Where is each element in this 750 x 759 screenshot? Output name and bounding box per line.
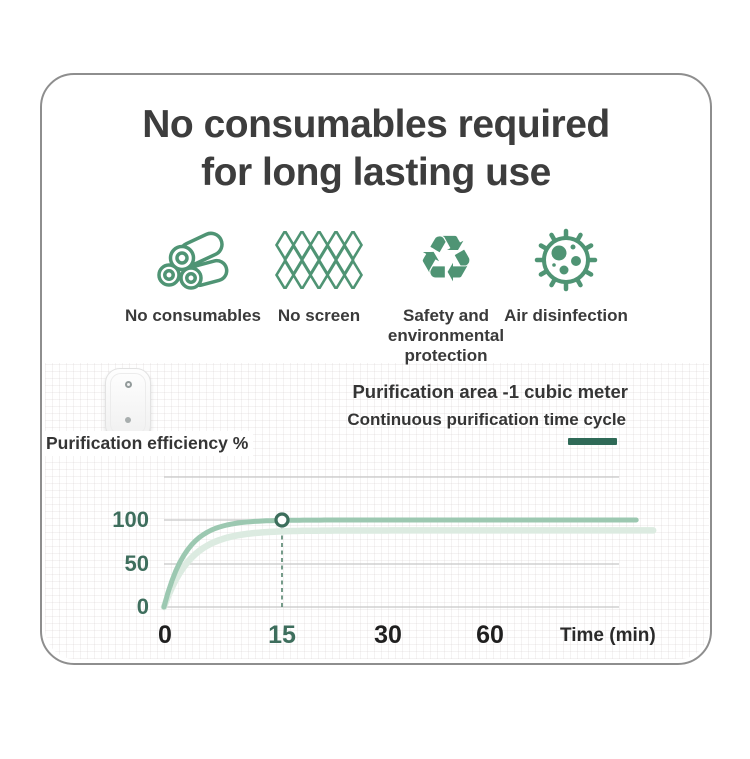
y-tick-50: 50	[125, 551, 149, 576]
device-indicator-icon	[125, 417, 131, 423]
device-button-icon	[124, 381, 132, 388]
mesh-screen-icon	[275, 223, 363, 297]
y-axis-title: Purification efficiency %	[44, 431, 254, 456]
air-purifier-device-image	[105, 368, 151, 440]
feature-air-disinfection: Air disinfection	[492, 223, 640, 326]
feature-no-consumables: No consumables	[117, 223, 269, 326]
title-line-2: for long lasting use	[201, 150, 551, 194]
feature-label: Safety and environmental protection	[387, 306, 505, 366]
efficiency-chart: 100 50 0 0 15 30 60 Time (min)	[112, 476, 657, 649]
feature-label: No screen	[277, 306, 361, 325]
feature-card: No consumables required for long lasting…	[40, 73, 712, 665]
recycle-icon: ♻	[417, 223, 475, 297]
x-tick-60: 60	[476, 621, 504, 649]
annotation-time-cycle: Continuous purification time cycle	[347, 410, 626, 429]
x-tick-15: 15	[268, 621, 296, 649]
main-efficiency-curve	[161, 517, 639, 610]
title-line-1: No consumables required	[142, 103, 610, 146]
feature-label: Air disinfection	[504, 306, 628, 325]
x-tick-0: 0	[158, 621, 172, 649]
feature-no-screen: No screen	[257, 223, 381, 326]
feature-label: No consumables	[124, 306, 262, 325]
graph-paper-texture	[45, 363, 709, 659]
legend-line-swatch	[568, 438, 617, 445]
page-title: No consumables required for long lasting…	[42, 101, 710, 196]
virus-icon	[531, 223, 601, 297]
feature-safety-environmental: ♻ Safety and environmental protection	[383, 223, 509, 366]
plateau-marker-point	[274, 512, 290, 528]
x-tick-30: 30	[374, 621, 402, 649]
filter-rolls-icon	[155, 223, 231, 297]
secondary-efficiency-curve	[160, 527, 657, 611]
y-tick-100: 100	[112, 507, 149, 532]
x-axis-title: Time (min)	[560, 625, 656, 646]
annotation-purification-area: Purification area -1 cubic meter	[352, 381, 628, 402]
feature-row: No consumables	[42, 223, 710, 433]
y-tick-0: 0	[137, 594, 149, 619]
